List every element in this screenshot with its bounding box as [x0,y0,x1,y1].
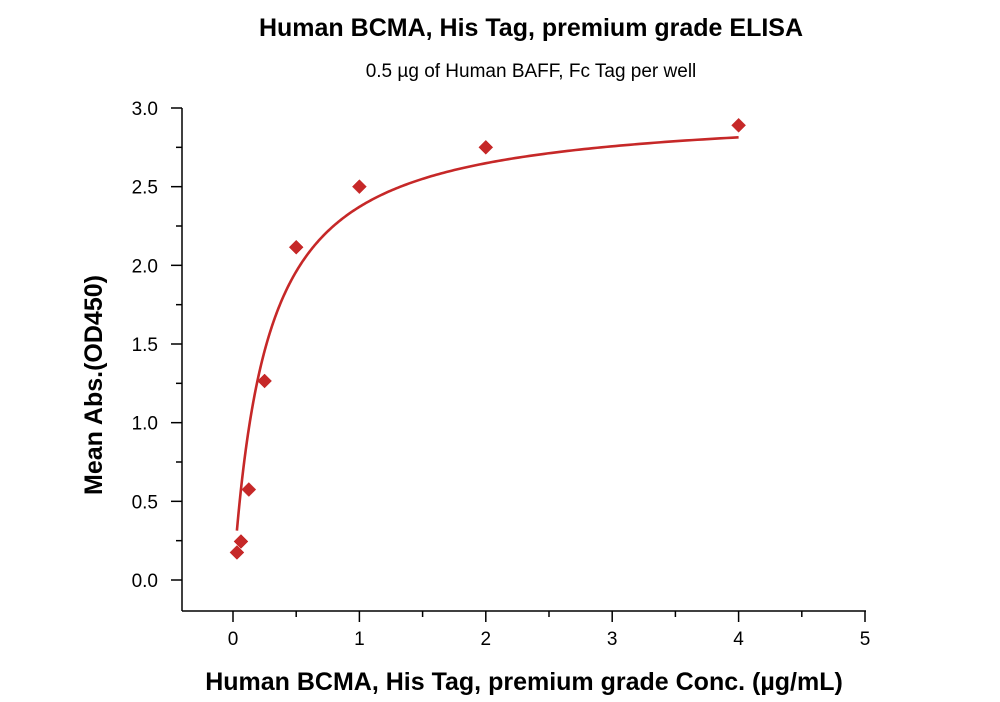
y-tick-label: 1.5 [132,335,158,356]
chart-title: Human BCMA, His Tag, premium grade ELISA [259,14,803,42]
y-tick-label: 2.5 [132,178,158,199]
y-tick-label: 1.0 [132,414,158,435]
x-axis-title: Human BCMA, His Tag, premium grade Conc.… [205,668,843,696]
axes [181,108,866,612]
x-tick-label: 0 [228,629,239,650]
data-point [731,117,746,133]
data-point [241,482,257,497]
y-tick-label: 3.0 [132,99,158,120]
y-tick-label: 2.0 [132,256,158,277]
tick-labels: 0.0 0.5 1.0 1.5 2.0 2.5 3.0 0 1 2 3 4 5 [132,99,871,650]
data-point [478,139,494,155]
y-axis-title: Mean Abs.(OD450) [80,275,108,495]
x-tick-label: 4 [733,629,744,650]
data-point [288,239,304,255]
fit-curve [235,136,739,531]
data-point [233,534,249,549]
x-tick-label: 1 [354,629,365,650]
data-point [257,373,272,389]
chart-subtitle: 0.5 µg of Human BAFF, Fc Tag per well [366,61,697,82]
data-point [229,545,245,560]
plot-area [229,117,746,560]
x-tick-label: 2 [481,629,492,650]
y-tick-label: 0.5 [132,492,158,513]
x-tick-label: 5 [860,629,871,650]
y-tick-label: 0.0 [132,571,158,592]
ticks [171,107,866,622]
data-point [352,179,367,195]
x-tick-label: 3 [607,629,618,650]
